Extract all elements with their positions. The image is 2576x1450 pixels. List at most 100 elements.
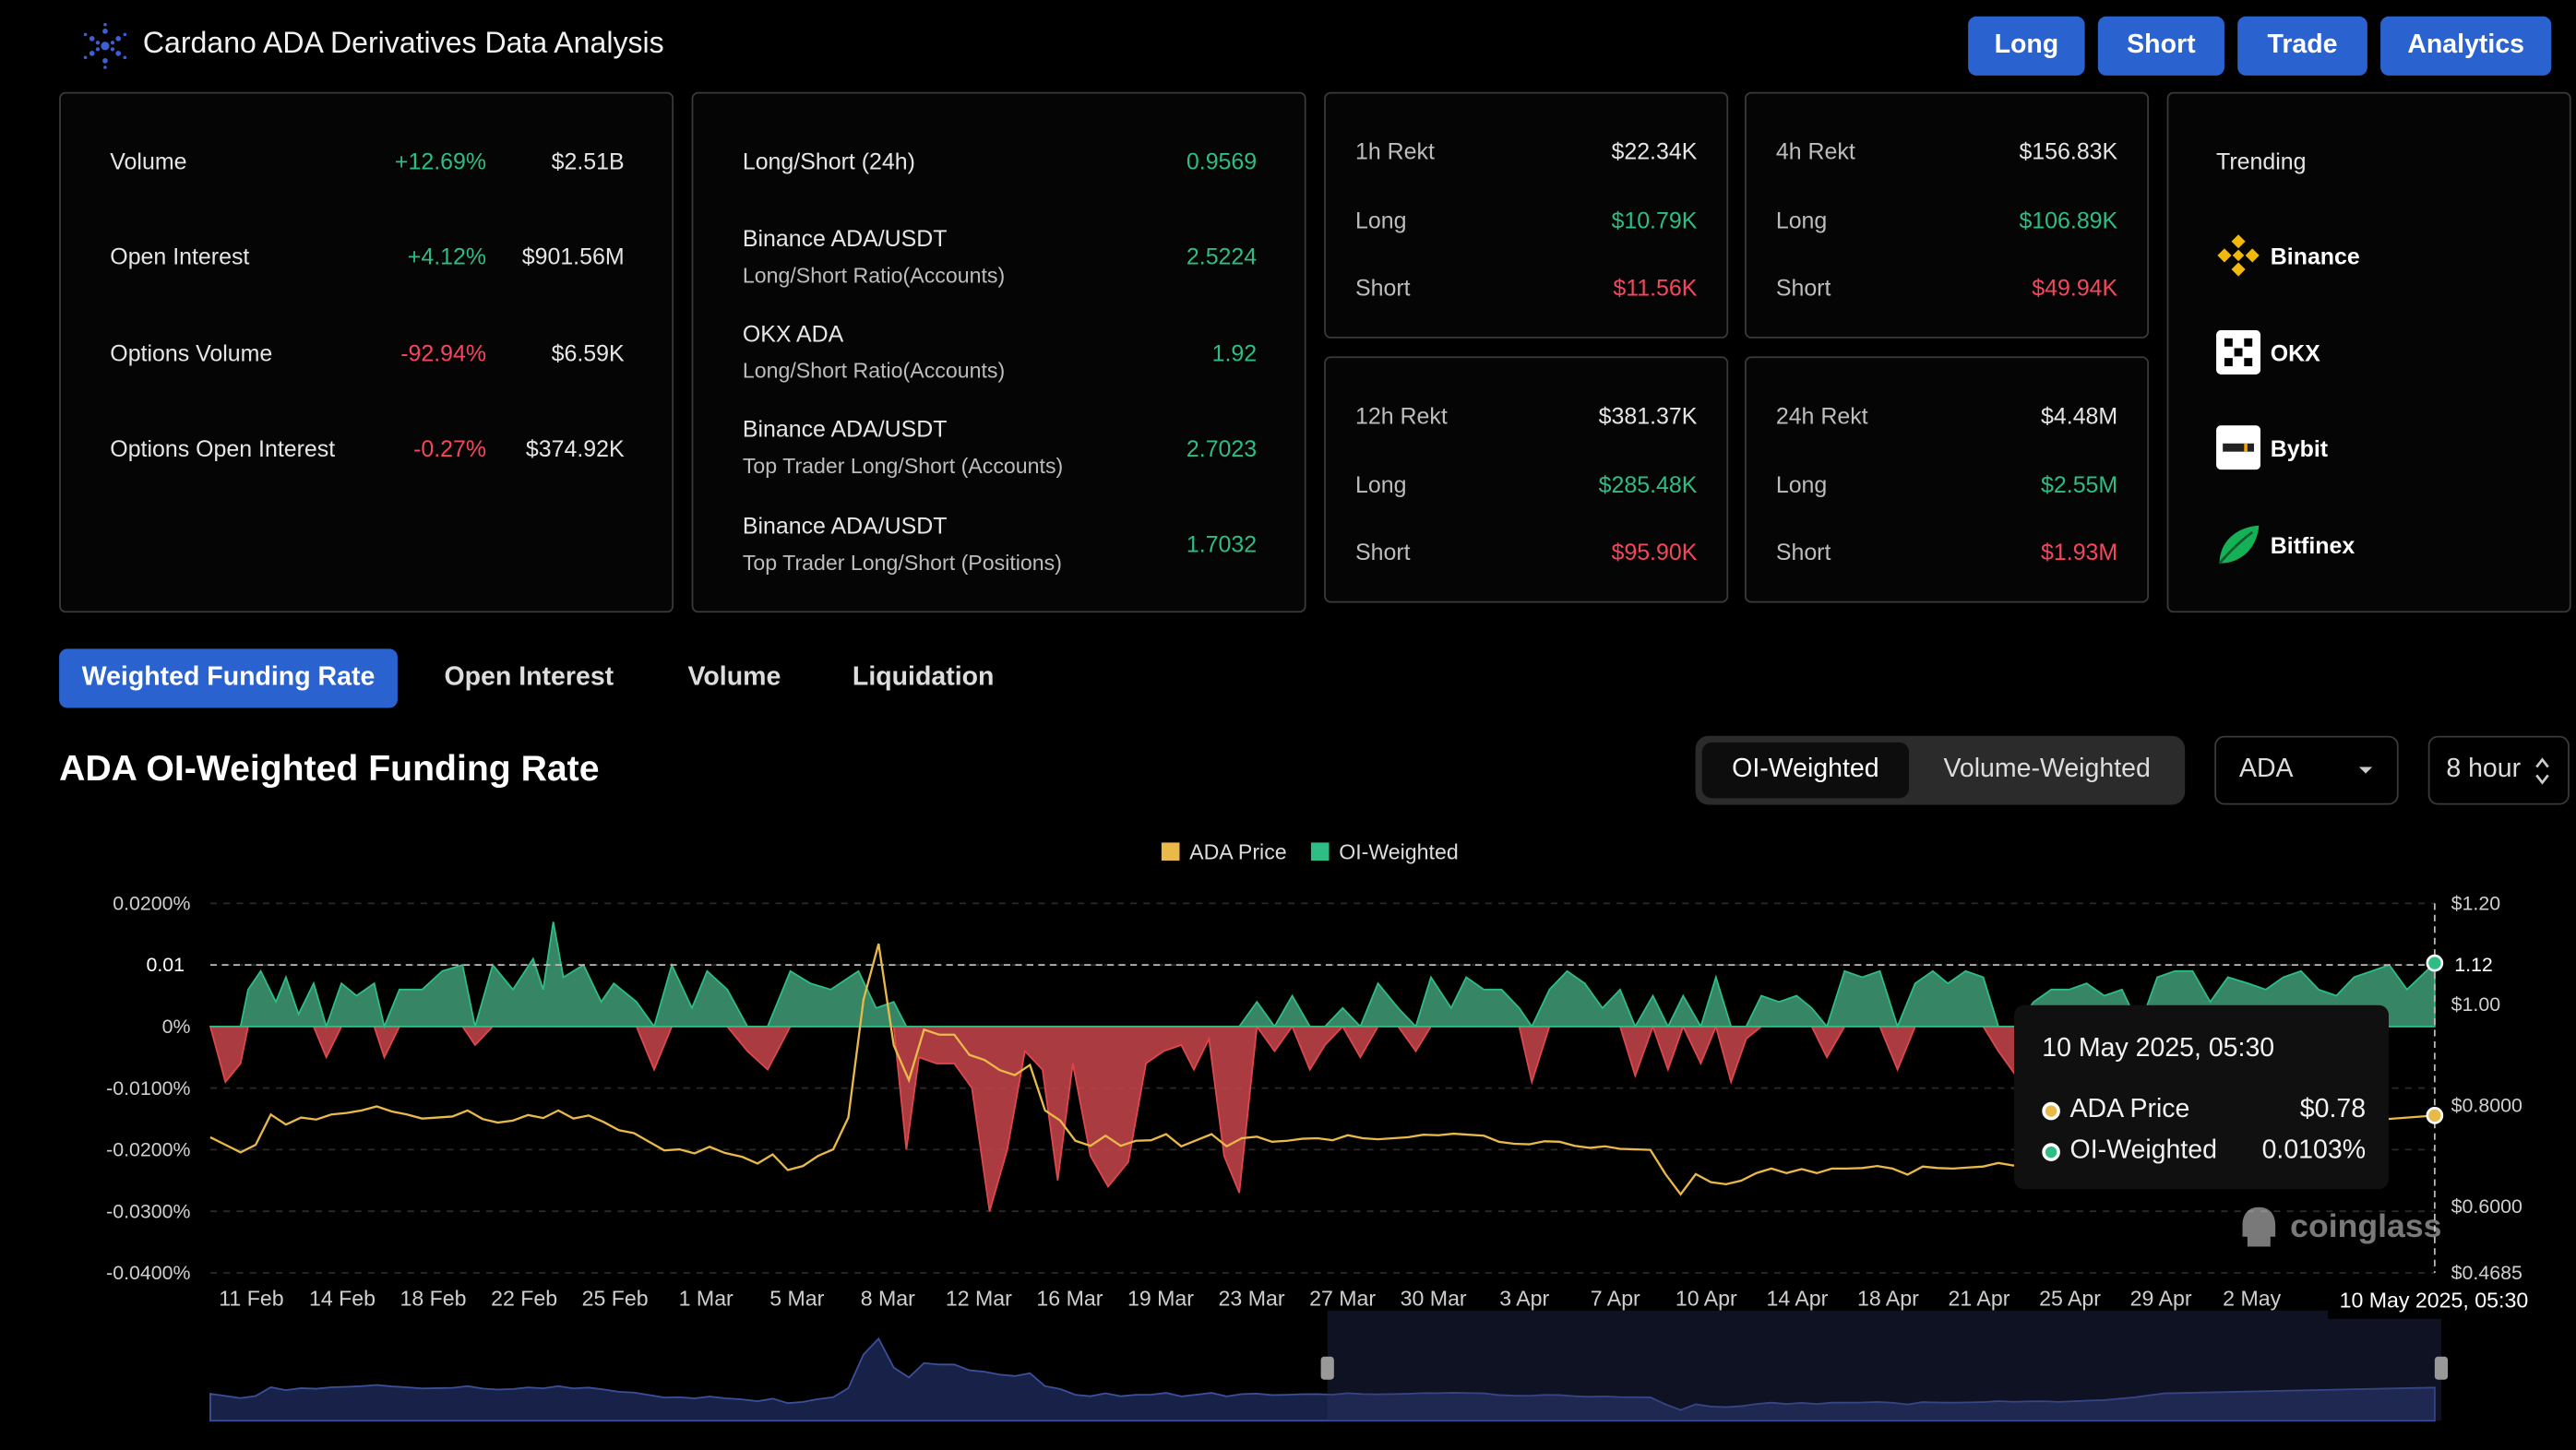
coin-select[interactable]: ADA [2214,735,2399,805]
x-tick-label: 19 Mar [1127,1287,1194,1311]
rekt-long-value: $10.79K [1611,207,1698,233]
rekt-short-value: $1.93M [2041,539,2118,565]
y-right-tick-label: $0.6000 [2451,1195,2522,1218]
stat-label: Volume [110,148,187,174]
short-button[interactable]: Short [2097,16,2224,76]
analytics-button[interactable]: Analytics [2380,16,2552,76]
okx-icon [2216,329,2261,374]
volume-weighted-option[interactable]: Volume-Weighted [1943,755,2151,784]
ratio-sublabel: Long/Short Ratio(Accounts) [742,262,1006,288]
x-tick-label: 3 Apr [1499,1287,1549,1311]
rekt-card-24h: 24h Rekt $4.48M Long $2.55M Short $1.93M [1744,356,2150,603]
x-tick-label: 22 Feb [491,1287,557,1311]
trending-item-binance[interactable]: Binance [2216,233,2360,278]
rekt-long-label: Long [1354,207,1407,233]
crosshair-right-label: 1.12 [2454,954,2493,976]
coinglass-watermark: coinglass [2237,1204,2441,1250]
x-tick-label: 18 Apr [1857,1287,1919,1311]
rekt-short-label: Short [1775,539,1831,565]
trending-item-label: Bybit [2270,434,2329,461]
x-tick-label: 21 Apr [1949,1287,2010,1311]
rekt-card-12h: 12h Rekt $381.37K Long $285.48K Short $9… [1324,356,1729,603]
rekt-card-4h: 4h Rekt $156.83K Long $106.89K Short $49… [1744,91,2150,339]
x-tick-label: 11 Feb [219,1287,283,1311]
crosshair-date-label: 10 May 2025, 05:30 [2328,1279,2540,1319]
x-tick-label: 10 Apr [1676,1287,1737,1311]
interval-select[interactable]: 8 hour [2427,735,2570,805]
stat-change: -92.94% [400,339,487,367]
legend-item-price[interactable]: ADA Price [1161,839,1287,864]
ratio-label: Binance ADA/USDT [742,415,948,442]
tooltip-price-label: ADA Price [2069,1095,2190,1123]
x-tick-label: 1 Mar [679,1287,733,1311]
x-tick-label: 29 Apr [2130,1287,2192,1311]
tooltip-price-row: ADA Price [2042,1096,2189,1125]
x-tick-label: 14 Apr [1766,1287,1828,1311]
tooltip-date: 10 May 2025, 05:30 [2042,1034,2275,1064]
tab-open-interest[interactable]: Open Interest [444,663,614,692]
rekt-long-value: $106.89K [2019,207,2118,233]
rekt-long-value: $285.48K [1598,471,1698,498]
trending-item-okx[interactable]: OKX [2216,329,2320,374]
rekt-long-label: Long [1775,207,1828,233]
x-tick-label: 8 Mar [861,1287,915,1311]
ratio-label: OKX ADA [742,320,844,347]
stat-change: -0.27% [413,434,487,462]
trade-button[interactable]: Trade [2237,16,2367,76]
tooltip-oi-dot [2042,1142,2060,1160]
cardano-logo-icon [83,22,127,69]
y-left-tick-label: -0.0400% [106,1262,190,1284]
rekt-short-value: $95.90K [1611,539,1698,565]
ratio-sublabel: Long/Short Ratio(Accounts) [742,358,1006,383]
ratio-sublabel: Top Trader Long/Short (Positions) [742,550,1062,576]
chart-title: ADA OI-Weighted Funding Rate [59,747,600,789]
rekt-card-1h: 1h Rekt $22.34K Long $10.79K Short $11.5… [1324,91,1729,339]
legend-item-oi-weighted[interactable]: OI-Weighted [1310,839,1459,864]
x-tick-label: 14 Feb [309,1287,376,1311]
rekt-total: $381.37K [1598,402,1698,429]
trending-item-bybit[interactable]: Bybit [2216,425,2329,470]
oi-weighted-option[interactable]: OI-Weighted [1701,742,1910,799]
tab-volume[interactable]: Volume [687,663,781,692]
rekt-short-label: Short [1354,274,1411,301]
x-tick-label: 16 Mar [1036,1287,1103,1311]
rekt-title: 1h Rekt [1354,137,1435,165]
ratio-value: 2.7023 [1186,434,1258,462]
x-tick-label: 23 Mar [1219,1287,1285,1311]
rekt-short-label: Short [1775,274,1831,301]
interval-select-value: 8 hour [2446,755,2522,784]
x-tick-label: 2 May [2223,1287,2281,1311]
y-left-tick-label: 0% [162,1016,191,1038]
rekt-long-value: $2.55M [2041,471,2118,498]
coinglass-logo-icon [2242,1206,2276,1247]
y-left-tick-label: 0.0200% [113,892,190,914]
rekt-short-value: $11.56K [1613,274,1698,301]
tab-weighted-funding-rate[interactable]: Weighted Funding Rate [59,648,398,708]
coin-select-value: ADA [2238,755,2294,784]
tooltip-price-value: $0.78 [2299,1095,2367,1123]
oi-hover-dot [2426,954,2444,972]
rekt-title: 24h Rekt [1775,402,1868,429]
long-short-ratio-panel: Long/Short (24h) 0.9569 Binance ADA/USDT… [691,91,1306,613]
y-right-tick-label: $0.8000 [2451,1095,2522,1117]
tooltip-oi-label: OI-Weighted [2069,1136,2217,1165]
stat-value: $901.56M [521,243,625,270]
x-tick-label: 7 Apr [1591,1287,1640,1311]
bitfinex-leaf-icon [2218,525,2260,565]
trending-item-label: Bitfinex [2270,531,2355,558]
rekt-title: 12h Rekt [1354,402,1448,429]
ratio-label: Long/Short (24h) [742,148,915,174]
tab-liquidation[interactable]: Liquidation [852,663,995,692]
x-tick-label: 25 Apr [2039,1287,2101,1311]
rekt-long-label: Long [1775,471,1828,498]
trending-item-bitfinex[interactable]: Bitfinex [2216,522,2355,566]
market-stats-panel: Volume +12.69% $2.51B Open Interest +4.1… [59,91,674,613]
trending-item-label: OKX [2270,339,2320,366]
watermark-text: coinglass [2290,1207,2442,1244]
x-tick-label: 12 Mar [946,1287,1012,1311]
long-button[interactable]: Long [1968,16,2085,76]
x-tick-label: 30 Mar [1401,1287,1467,1311]
stat-label: Options Open Interest [110,434,336,462]
binance-icon [2217,234,2260,277]
y-left-tick-label: -0.0100% [106,1077,190,1099]
